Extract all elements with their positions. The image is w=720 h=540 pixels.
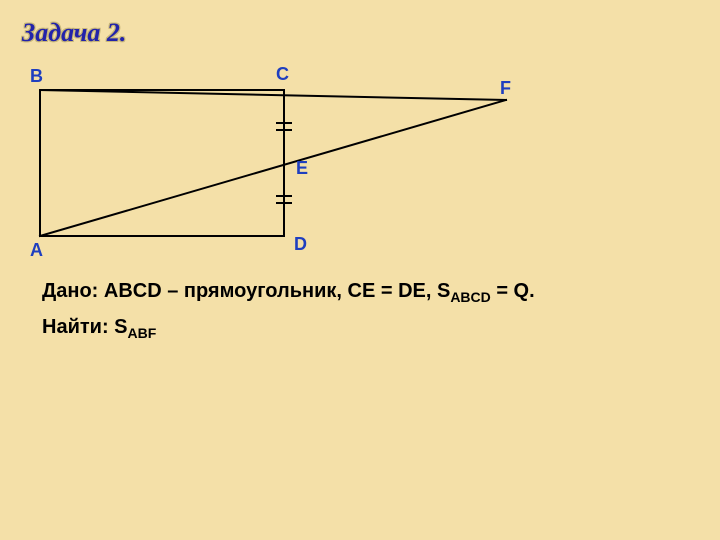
find-text: Найти: SABF <box>42 316 156 341</box>
segment-BF <box>40 90 506 100</box>
given-text: Дано: ABCD – прямоугольник, CE = DE, SAB… <box>42 280 535 305</box>
point-label-E: E <box>296 158 308 179</box>
point-label-D: D <box>294 234 307 255</box>
point-label-F: F <box>500 78 511 99</box>
point-label-C: C <box>276 64 289 85</box>
segment-AF <box>40 100 506 236</box>
point-label-B: B <box>30 66 43 87</box>
point-label-A: A <box>30 240 43 261</box>
geometry-diagram <box>0 0 720 540</box>
